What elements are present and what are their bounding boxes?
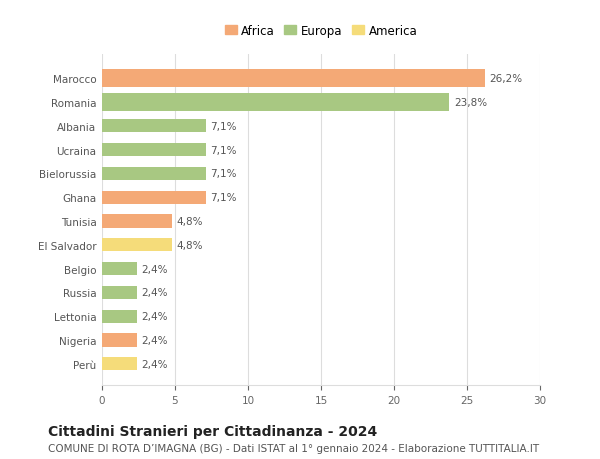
Bar <box>102 310 137 323</box>
Text: 23,8%: 23,8% <box>454 98 487 108</box>
Bar <box>102 168 206 180</box>
Text: 4,8%: 4,8% <box>176 240 203 250</box>
Text: 2,4%: 2,4% <box>142 312 168 321</box>
Bar <box>102 239 172 252</box>
Text: 2,4%: 2,4% <box>142 264 168 274</box>
Text: 7,1%: 7,1% <box>210 122 236 131</box>
Bar <box>102 94 449 112</box>
Text: 2,4%: 2,4% <box>142 335 168 345</box>
Bar <box>102 334 137 347</box>
Text: 4,8%: 4,8% <box>176 217 203 226</box>
Text: 7,1%: 7,1% <box>210 145 236 155</box>
Text: 7,1%: 7,1% <box>210 169 236 179</box>
Bar <box>102 286 137 299</box>
Text: 26,2%: 26,2% <box>489 74 522 84</box>
Bar <box>102 120 206 133</box>
Bar <box>102 263 137 275</box>
Bar <box>102 144 206 157</box>
Text: Cittadini Stranieri per Cittadinanza - 2024: Cittadini Stranieri per Cittadinanza - 2… <box>48 425 377 438</box>
Text: 2,4%: 2,4% <box>142 288 168 298</box>
Text: 7,1%: 7,1% <box>210 193 236 203</box>
Text: 2,4%: 2,4% <box>142 359 168 369</box>
Legend: Africa, Europa, America: Africa, Europa, America <box>225 25 417 38</box>
Bar <box>102 191 206 204</box>
Text: COMUNE DI ROTA D’IMAGNA (BG) - Dati ISTAT al 1° gennaio 2024 - Elaborazione TUTT: COMUNE DI ROTA D’IMAGNA (BG) - Dati ISTA… <box>48 443 539 453</box>
Bar <box>102 70 485 88</box>
Bar <box>102 358 137 370</box>
Bar <box>102 215 172 228</box>
